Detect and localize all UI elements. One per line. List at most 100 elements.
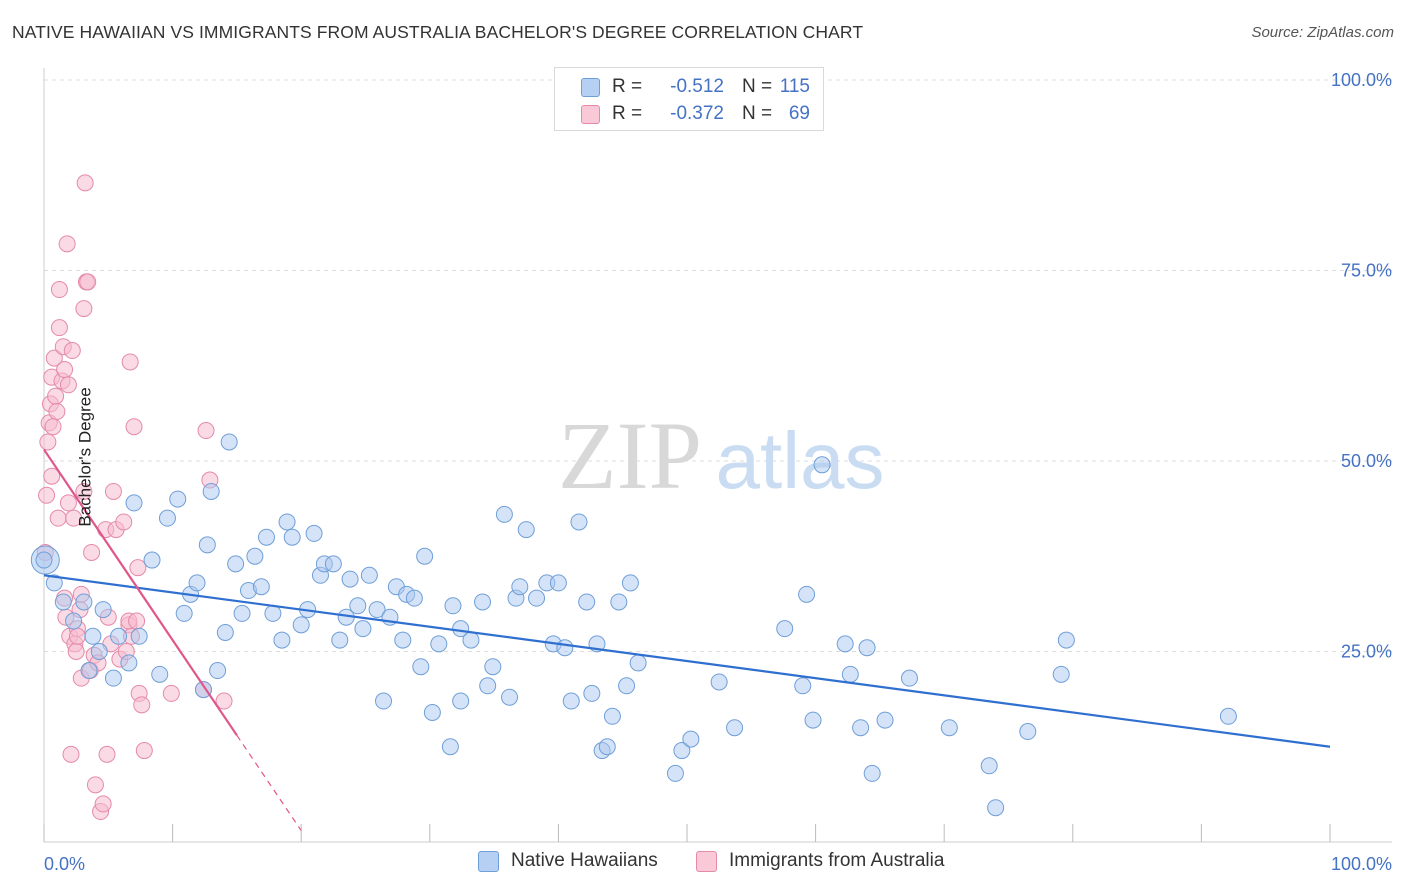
data-point-immigrants-australia — [68, 627, 86, 645]
data-point-immigrants-australia — [58, 235, 76, 253]
data-point-immigrants-australia — [98, 745, 116, 763]
data-point-native-hawaiians — [90, 643, 108, 660]
data-point-native-hawaiians — [1057, 631, 1075, 649]
data-point-native-hawaiians — [798, 585, 816, 603]
legend-n-value: 69 — [788, 103, 810, 124]
grid-lines — [44, 79, 1392, 652]
data-point-immigrants-australia — [75, 300, 93, 318]
data-point-native-hawaiians — [621, 574, 639, 592]
data-point-native-hawaiians — [1052, 665, 1070, 683]
immigrants-australia-points — [36, 174, 233, 821]
trend-line-immigrants-australia — [43, 448, 238, 736]
data-point-native-hawaiians — [900, 669, 918, 687]
data-point-native-hawaiians — [220, 433, 238, 451]
data-point-native-hawaiians — [278, 513, 296, 531]
data-point-native-hawaiians — [980, 757, 998, 775]
data-point-native-hawaiians — [836, 635, 854, 653]
data-point-immigrants-australia — [59, 376, 77, 394]
data-point-native-hawaiians — [80, 662, 98, 680]
data-point-immigrants-australia — [133, 696, 151, 714]
data-point-native-hawaiians — [813, 456, 831, 474]
data-point-native-hawaiians — [940, 719, 958, 737]
y-tick-label: 75.0% — [1341, 261, 1392, 281]
data-point-native-hawaiians — [452, 692, 470, 710]
data-point-native-hawaiians — [35, 551, 53, 569]
data-point-native-hawaiians — [444, 597, 462, 615]
data-point-native-hawaiians — [394, 631, 412, 649]
legend-r-label: R = — [612, 76, 643, 97]
data-point-native-hawaiians — [151, 665, 169, 683]
data-point-immigrants-australia — [115, 513, 133, 531]
data-point-native-hawaiians — [75, 593, 93, 611]
data-point-native-hawaiians — [673, 742, 691, 760]
data-point-native-hawaiians — [143, 551, 161, 569]
data-point-immigrants-australia — [59, 494, 77, 512]
data-point-native-hawaiians — [618, 677, 636, 695]
data-point-native-hawaiians — [158, 509, 176, 527]
data-point-native-hawaiians — [517, 521, 535, 539]
data-point-native-hawaiians — [479, 677, 497, 695]
data-point-immigrants-australia — [128, 612, 146, 630]
data-point-native-hawaiians — [375, 692, 393, 710]
data-point-immigrants-australia — [121, 353, 139, 371]
stats-legend: R = -0.512 N = 115 R = -0.372 N = 69 — [554, 67, 824, 131]
legend-n-label: N = — [742, 76, 773, 97]
data-point-native-hawaiians — [405, 589, 423, 607]
y-tick-label: 50.0% — [1341, 451, 1392, 471]
data-point-native-hawaiians — [130, 627, 148, 645]
data-point-native-hawaiians — [852, 719, 870, 737]
data-point-immigrants-australia — [94, 795, 112, 813]
data-point-native-hawaiians — [474, 593, 492, 611]
data-point-native-hawaiians — [556, 639, 574, 657]
data-point-immigrants-australia — [67, 643, 85, 660]
data-point-native-hawaiians — [349, 597, 367, 615]
data-point-native-hawaiians — [1219, 707, 1237, 725]
data-point-native-hawaiians — [511, 578, 529, 596]
data-point-native-hawaiians — [360, 566, 378, 584]
data-point-immigrants-australia — [50, 281, 68, 299]
data-point-native-hawaiians — [549, 574, 567, 592]
legend-r-value: -0.372 — [670, 103, 724, 124]
data-point-immigrants-australia — [39, 433, 57, 451]
data-point-immigrants-australia — [129, 559, 147, 577]
legend-item-native-hawaiians[interactable]: Native Hawaiians — [478, 850, 658, 872]
data-point-native-hawaiians — [666, 764, 684, 782]
data-point-native-hawaiians — [863, 764, 881, 782]
watermark: ZIP atlas — [558, 402, 884, 509]
data-point-native-hawaiians — [430, 635, 448, 653]
data-point-immigrants-australia — [65, 509, 83, 527]
data-point-immigrants-australia — [48, 402, 66, 420]
data-point-native-hawaiians — [216, 623, 234, 641]
data-point-native-hawaiians — [841, 665, 859, 683]
data-point-native-hawaiians — [209, 662, 227, 680]
data-point-native-hawaiians — [578, 593, 596, 611]
data-point-native-hawaiians — [629, 654, 647, 672]
legend-r-value: -0.512 — [670, 76, 724, 97]
legend-row-immigrants-australia: R = -0.372 N = 69 — [581, 102, 810, 126]
data-point-native-hawaiians — [169, 490, 187, 508]
data-point-immigrants-australia — [47, 387, 65, 405]
data-point-immigrants-australia — [76, 174, 94, 192]
data-point-native-hawaiians — [198, 536, 216, 554]
trend-lines — [43, 448, 1331, 831]
legend-n-label: N = — [742, 103, 773, 124]
data-point-native-hawaiians — [528, 589, 546, 607]
legend-swatch-pink — [581, 104, 600, 124]
data-point-native-hawaiians — [84, 627, 102, 645]
data-point-native-hawaiians — [562, 692, 580, 710]
data-point-immigrants-australia — [49, 509, 67, 527]
data-point-native-hawaiians — [710, 673, 728, 691]
data-point-native-hawaiians — [54, 593, 72, 611]
data-point-native-hawaiians — [125, 494, 143, 512]
legend-item-immigrants-australia[interactable]: Immigrants from Australia — [696, 850, 944, 872]
chart-title: NATIVE HAWAIIAN VS IMMIGRANTS FROM AUSTR… — [12, 22, 864, 42]
data-point-native-hawaiians — [45, 574, 63, 592]
data-point-native-hawaiians — [462, 631, 480, 649]
tick-labels: 25.0% 50.0% 75.0% 100.0% 0.0% 100.0% — [44, 70, 1392, 874]
series-legend: Native Hawaiians Immigrants from Austral… — [0, 850, 1406, 878]
data-point-native-hawaiians — [331, 631, 349, 649]
x-tick-label: 0.0% — [44, 854, 85, 874]
data-point-native-hawaiians — [598, 738, 616, 756]
data-point-native-hawaiians — [252, 578, 270, 596]
data-point-immigrants-australia — [38, 486, 56, 504]
